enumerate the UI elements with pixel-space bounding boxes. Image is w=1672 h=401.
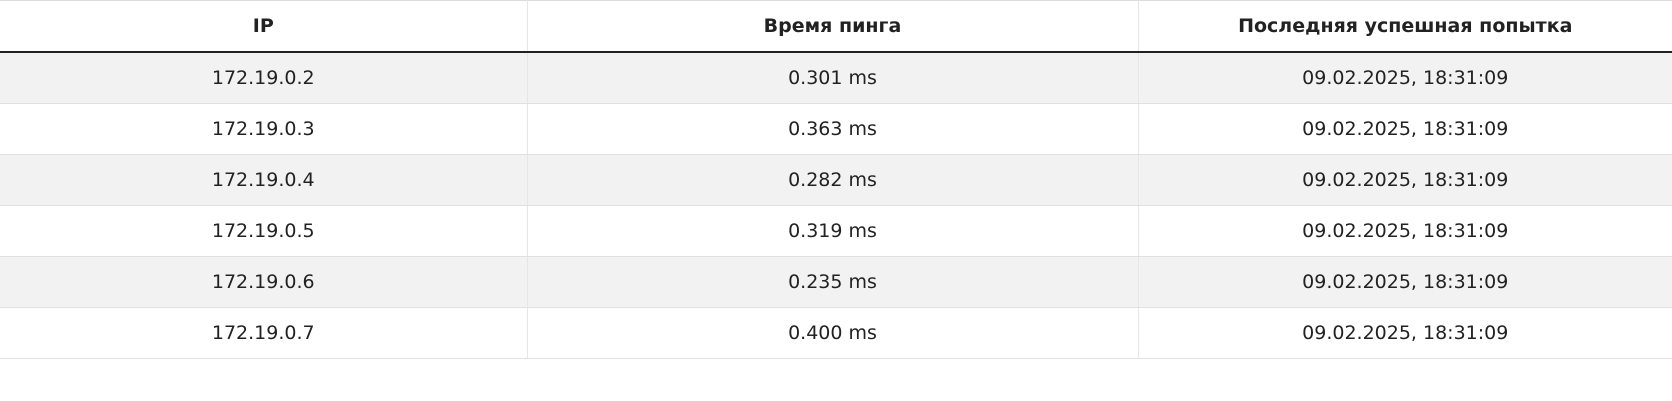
cell-last-success: 09.02.2025, 18:31:09: [1137, 52, 1672, 104]
table-row: 172.19.0.3 0.363 ms 09.02.2025, 18:31:09: [0, 103, 1672, 155]
table-row: 172.19.0.2 0.301 ms 09.02.2025, 18:31:09: [0, 52, 1672, 104]
cell-last-success: 09.02.2025, 18:31:09: [1137, 154, 1672, 206]
table-header-row: IP Время пинга Последняя успешная попытк…: [0, 0, 1672, 53]
table-row: 172.19.0.5 0.319 ms 09.02.2025, 18:31:09: [0, 205, 1672, 257]
cell-ip: 172.19.0.2: [0, 52, 527, 104]
cell-ping-time: 0.301 ms: [526, 52, 1138, 104]
column-header-ping-time[interactable]: Время пинга: [526, 0, 1138, 53]
cell-ip: 172.19.0.4: [0, 154, 527, 206]
table-body: 172.19.0.2 0.301 ms 09.02.2025, 18:31:09…: [0, 52, 1672, 359]
cell-last-success: 09.02.2025, 18:31:09: [1137, 307, 1672, 359]
table-header: IP Время пинга Последняя успешная попытк…: [0, 0, 1672, 53]
cell-ping-time: 0.363 ms: [526, 103, 1138, 155]
cell-last-success: 09.02.2025, 18:31:09: [1137, 256, 1672, 308]
ping-results-table: IP Время пинга Последняя успешная попытк…: [0, 0, 1672, 359]
cell-ping-time: 0.400 ms: [526, 307, 1138, 359]
cell-ip: 172.19.0.5: [0, 205, 527, 257]
column-header-last-success[interactable]: Последняя успешная попытка: [1137, 0, 1672, 53]
cell-last-success: 09.02.2025, 18:31:09: [1137, 103, 1672, 155]
table-row: 172.19.0.4 0.282 ms 09.02.2025, 18:31:09: [0, 154, 1672, 206]
cell-last-success: 09.02.2025, 18:31:09: [1137, 205, 1672, 257]
cell-ping-time: 0.319 ms: [526, 205, 1138, 257]
table-row: 172.19.0.6 0.235 ms 09.02.2025, 18:31:09: [0, 256, 1672, 308]
cell-ip: 172.19.0.7: [0, 307, 527, 359]
ping-table-container: IP Время пинга Последняя успешная попытк…: [0, 0, 1672, 359]
cell-ping-time: 0.235 ms: [526, 256, 1138, 308]
table-row: 172.19.0.7 0.400 ms 09.02.2025, 18:31:09: [0, 307, 1672, 359]
column-header-ip[interactable]: IP: [0, 0, 527, 53]
cell-ip: 172.19.0.6: [0, 256, 527, 308]
cell-ip: 172.19.0.3: [0, 103, 527, 155]
cell-ping-time: 0.282 ms: [526, 154, 1138, 206]
